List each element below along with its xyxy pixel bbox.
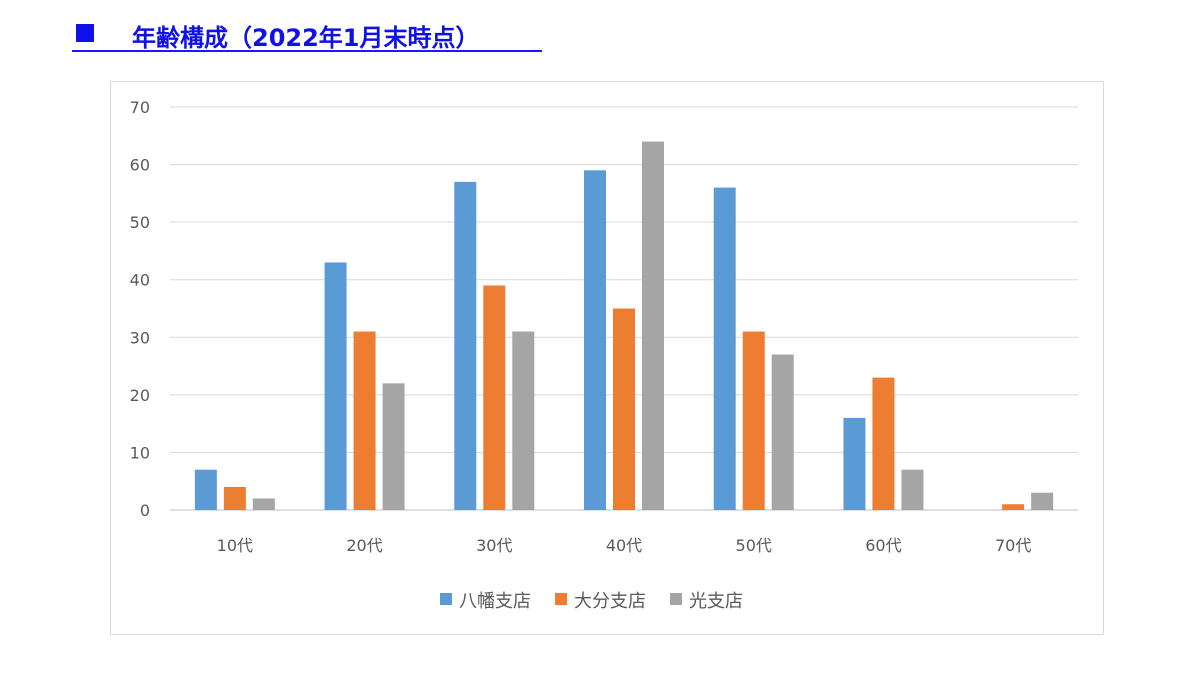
page-title: 年齢構成（2022年1月末時点） <box>132 24 480 52</box>
chart-frame <box>110 81 1104 635</box>
bar <box>483 285 506 510</box>
x-tick-label: 50代 <box>736 536 772 555</box>
y-tick-label: 50 <box>130 213 150 232</box>
legend-swatch <box>440 593 452 605</box>
bar <box>324 262 347 510</box>
bar <box>901 469 924 510</box>
bar <box>613 308 635 510</box>
y-tick-label: 70 <box>130 98 150 117</box>
bar <box>642 141 664 511</box>
square-bullet-icon <box>76 24 94 42</box>
bar <box>1031 492 1054 510</box>
legend-label: 大分支店 <box>574 591 646 612</box>
bar <box>194 469 217 510</box>
legend-swatch <box>670 593 682 605</box>
y-tick-label: 30 <box>130 328 150 347</box>
bar <box>843 417 866 510</box>
y-tick-label: 40 <box>130 271 150 290</box>
bar <box>742 331 765 510</box>
x-tick-label: 40代 <box>606 536 642 555</box>
y-tick-label: 10 <box>130 443 150 462</box>
legend-label: 八幡支店 <box>459 591 531 612</box>
x-tick-label: 20代 <box>346 536 382 555</box>
bar <box>872 377 895 510</box>
bar <box>713 187 736 510</box>
legend-swatch <box>555 593 567 605</box>
legend-label: 光支店 <box>689 591 743 612</box>
bar <box>512 331 535 510</box>
bar <box>1002 504 1025 510</box>
bar <box>252 498 275 510</box>
bar <box>353 331 376 510</box>
x-tick-label: 60代 <box>865 536 901 555</box>
y-tick-label: 60 <box>130 156 150 175</box>
bar <box>223 486 246 510</box>
y-tick-label: 0 <box>140 501 150 520</box>
y-tick-label: 20 <box>130 386 150 405</box>
x-tick-label: 30代 <box>476 536 512 555</box>
bar <box>771 354 794 510</box>
bar <box>382 383 405 510</box>
bar <box>584 170 606 511</box>
bar <box>454 181 477 511</box>
x-tick-label: 70代 <box>995 536 1031 555</box>
page-heading: 年齢構成（2022年1月末時点） <box>72 14 542 52</box>
x-tick-label: 10代 <box>217 536 253 555</box>
